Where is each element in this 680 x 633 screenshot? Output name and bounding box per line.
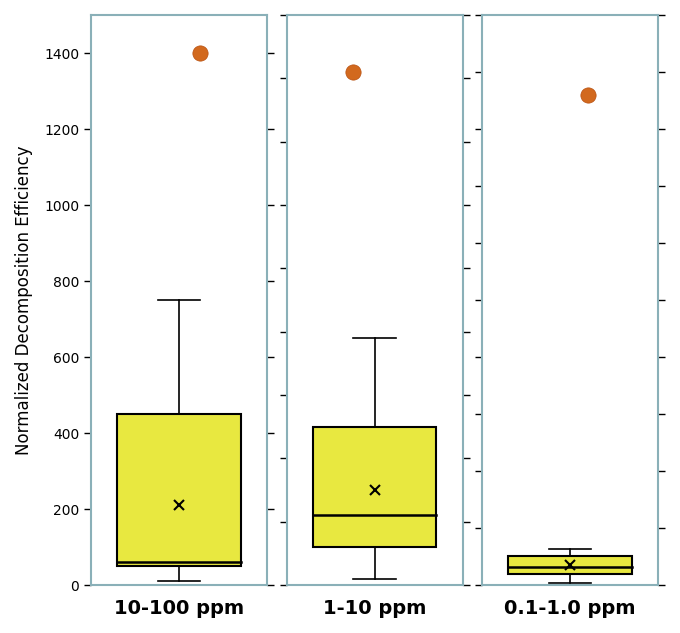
X-axis label: 1-10 ppm: 1-10 ppm: [323, 599, 426, 618]
Bar: [118, 414, 241, 566]
Y-axis label: Normalized Decomposition Efficiency: Normalized Decomposition Efficiency: [15, 146, 33, 454]
Bar: [313, 427, 436, 547]
X-axis label: 10-100 ppm: 10-100 ppm: [114, 599, 244, 618]
X-axis label: 0.1-1.0 ppm: 0.1-1.0 ppm: [505, 599, 636, 618]
Bar: [509, 556, 632, 573]
